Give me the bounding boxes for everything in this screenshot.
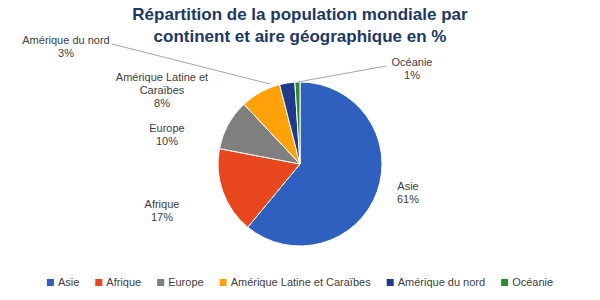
legend-swatch bbox=[47, 279, 54, 286]
data-label: Europe10% bbox=[149, 122, 184, 147]
legend-label: Océanie bbox=[512, 276, 553, 288]
data-label: Afrique17% bbox=[145, 198, 180, 223]
legend-label: Amérique du nord bbox=[398, 276, 485, 288]
legend-swatch bbox=[95, 279, 102, 286]
legend-label: Asie bbox=[58, 276, 79, 288]
data-label-value: 8% bbox=[154, 97, 170, 109]
legend-item: Europe bbox=[157, 276, 203, 288]
legend-swatch bbox=[501, 279, 508, 286]
data-label: Amérique Latine etCaraïbes8% bbox=[116, 71, 208, 109]
text-line: continent et aire géographique en % bbox=[154, 27, 447, 46]
chart: Répartition de la population mondiale pa… bbox=[0, 0, 600, 300]
legend-item: Asie bbox=[47, 276, 79, 288]
text-line: Répartition de la population mondiale pa… bbox=[132, 5, 468, 24]
legend-item: Afrique bbox=[95, 276, 141, 288]
legend-item: Océanie bbox=[501, 276, 553, 288]
data-label: Océanie1% bbox=[392, 56, 433, 81]
legend-item: Amérique du nord bbox=[387, 276, 485, 288]
text-line: Amérique du nord bbox=[22, 34, 109, 46]
text-line: Afrique bbox=[145, 198, 180, 210]
text-line: Europe bbox=[149, 122, 184, 134]
chart-title: Répartition de la population mondiale pa… bbox=[132, 5, 468, 46]
text-line: Océanie bbox=[392, 56, 433, 68]
legend-label: Europe bbox=[168, 276, 203, 288]
data-label-value: 17% bbox=[151, 211, 173, 223]
legend-swatch bbox=[157, 279, 164, 286]
data-label: Asie61% bbox=[397, 180, 419, 205]
legend-label: Afrique bbox=[106, 276, 141, 288]
legend-swatch bbox=[387, 279, 394, 286]
legend-label: Amérique Latine et Caraïbes bbox=[231, 276, 372, 288]
leader-line bbox=[298, 66, 386, 82]
pie-slice bbox=[295, 82, 300, 164]
data-label: Amérique du nord3% bbox=[22, 34, 109, 59]
data-label-value: 61% bbox=[397, 193, 419, 205]
text-line: Amérique Latine et bbox=[116, 71, 208, 83]
pie bbox=[218, 82, 382, 246]
legend: Asie Afrique Europe Amérique Latine et Cara… bbox=[47, 276, 553, 288]
data-label-value: 3% bbox=[58, 47, 74, 59]
legend-swatch bbox=[220, 279, 227, 286]
leader-line bbox=[112, 44, 270, 84]
pie-slice bbox=[280, 82, 300, 164]
data-label-value: 10% bbox=[156, 135, 178, 147]
text-line: Asie bbox=[397, 180, 418, 192]
text-line: Caraïbes bbox=[140, 84, 185, 96]
data-label-value: 1% bbox=[404, 69, 420, 81]
legend-item: Amérique Latine et Caraïbes bbox=[220, 276, 372, 288]
